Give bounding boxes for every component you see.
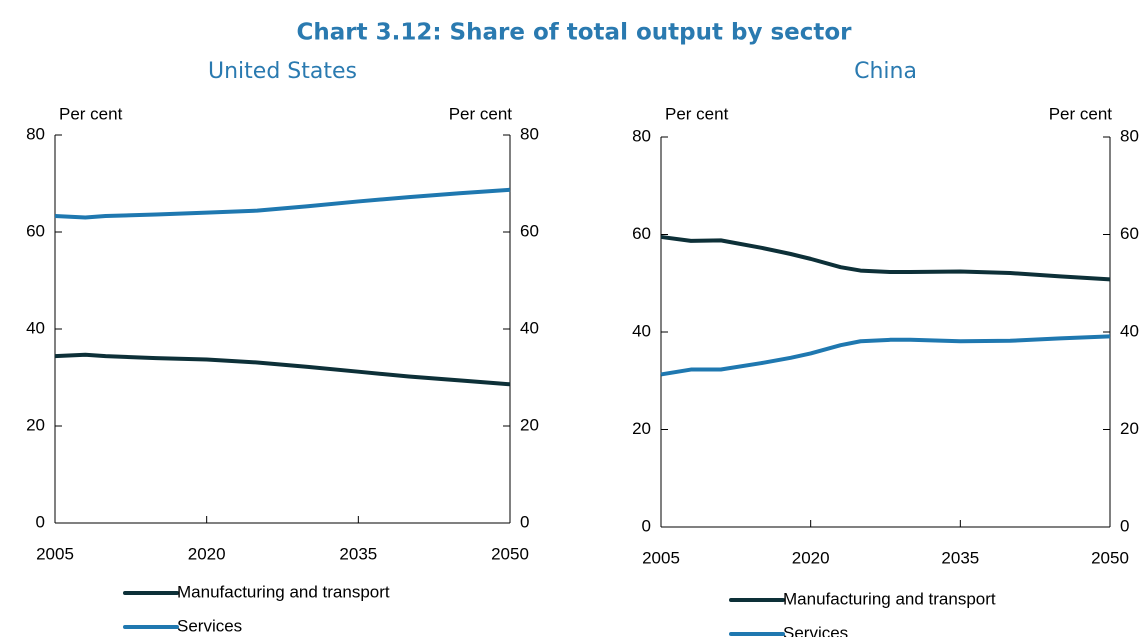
legend-label: Manufacturing and transport xyxy=(783,589,996,608)
x-tick-label: 2020 xyxy=(792,548,830,567)
y-axis-label: Per cent xyxy=(59,104,123,123)
y2-tick-label: 20 xyxy=(1120,419,1139,438)
chart-title: China xyxy=(854,59,917,84)
series-line xyxy=(660,234,1111,282)
series-line xyxy=(660,334,1111,377)
y-tick-label: 20 xyxy=(632,419,651,438)
y2-tick-label: 0 xyxy=(1120,516,1129,535)
legend-label: Manufacturing and transport xyxy=(177,582,390,601)
y2-tick-label: 20 xyxy=(520,415,539,434)
y2-tick-label: 40 xyxy=(1120,321,1139,340)
x-tick-label: 2035 xyxy=(941,548,979,567)
y-tick-label: 0 xyxy=(36,512,45,531)
series-line xyxy=(54,352,511,387)
x-tick-label: 2020 xyxy=(188,544,226,563)
y-tick-label: 40 xyxy=(26,318,45,337)
y2-tick-label: 0 xyxy=(520,512,529,531)
y2-tick-label: 80 xyxy=(1120,126,1139,145)
y-tick-label: 60 xyxy=(26,221,45,240)
chart-title: United States xyxy=(208,59,357,84)
y-axis-label: Per cent xyxy=(665,104,729,123)
legend-label: Services xyxy=(783,623,848,637)
y2-tick-label: 60 xyxy=(520,221,539,240)
y-tick-label: 0 xyxy=(642,516,651,535)
legend-label: Services xyxy=(177,616,242,635)
y2-tick-label: 40 xyxy=(520,318,539,337)
y-tick-label: 60 xyxy=(632,224,651,243)
x-tick-label: 2035 xyxy=(339,544,377,563)
main-title: Chart 3.12: Share of total output by sec… xyxy=(296,20,852,46)
y-tick-label: 80 xyxy=(26,124,45,143)
y2-axis-label: Per cent xyxy=(449,104,513,123)
y-tick-label: 80 xyxy=(632,126,651,145)
x-tick-label: 2050 xyxy=(491,544,529,563)
y2-tick-label: 60 xyxy=(1120,224,1139,243)
y2-axis-label: Per cent xyxy=(1049,104,1113,123)
x-tick-label: 2005 xyxy=(36,544,74,563)
x-tick-label: 2050 xyxy=(1091,548,1129,567)
y2-tick-label: 80 xyxy=(520,124,539,143)
x-tick-label: 2005 xyxy=(642,548,680,567)
y-tick-label: 40 xyxy=(632,321,651,340)
series-line xyxy=(54,187,511,220)
y-tick-label: 20 xyxy=(26,415,45,434)
